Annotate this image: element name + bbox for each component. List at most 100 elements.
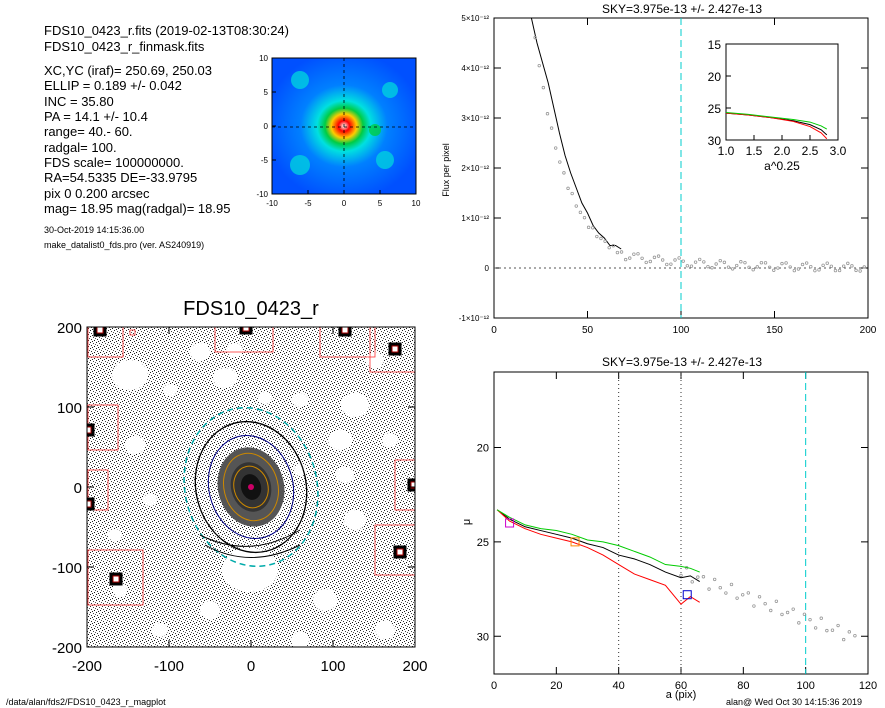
position-angle: PA = 14.1 +/- 10.4	[44, 109, 148, 124]
sb-point	[797, 621, 801, 625]
sb-xtick-label: 60	[675, 680, 687, 692]
flux-point	[772, 268, 776, 272]
flux-point	[611, 244, 616, 248]
masked-region	[143, 494, 157, 506]
sb-point	[752, 604, 756, 608]
sb-point	[757, 595, 762, 599]
masked-region	[163, 384, 177, 396]
flux-point	[858, 269, 862, 273]
timestamp: 30-Oct-2019 14:15:36.00	[44, 225, 145, 235]
sb-marker	[682, 590, 692, 600]
flux-point	[595, 234, 599, 239]
flux-point	[673, 258, 677, 262]
galaxy-center	[248, 484, 254, 490]
thumbnail-blob	[369, 124, 381, 136]
sb-series-line	[496, 509, 700, 582]
thumbnail-ytick-label: 0	[264, 122, 269, 131]
star-mask	[87, 497, 95, 511]
sb-ytick-label: 20	[477, 443, 489, 455]
flux-point	[599, 236, 603, 241]
masked-region	[200, 601, 220, 619]
masked-region	[213, 368, 237, 388]
sb-xtick-label: 20	[550, 680, 562, 692]
masked-region	[341, 393, 369, 417]
flux-point	[652, 255, 657, 260]
flux-ytick-label: 1×10⁻¹²	[461, 214, 489, 223]
sky-ellipse	[183, 407, 319, 567]
footer-path: /data/alan/fds2/FDS10_0423_r_magplot	[6, 697, 166, 707]
inset-xtick-label: 3.0	[830, 144, 847, 158]
sb-point	[696, 575, 700, 579]
flux-point	[702, 260, 706, 264]
sb-ytick-label: 25	[477, 537, 489, 549]
masked-regions	[108, 343, 398, 647]
mask-box	[319, 327, 376, 358]
sb-point	[724, 591, 728, 595]
flux-point	[693, 260, 698, 264]
star-mask-inner	[87, 426, 92, 434]
flux-point	[615, 250, 620, 255]
masked-region	[113, 583, 127, 597]
masked-region	[291, 632, 309, 647]
masked-region	[108, 529, 122, 541]
star-mask	[87, 423, 95, 437]
flux-point	[603, 239, 607, 244]
image-xtick-label: -100	[154, 658, 184, 675]
inset-xtick-label: 1.5	[746, 144, 763, 158]
flux-point	[829, 264, 834, 268]
sb-point	[690, 580, 694, 584]
thumbnail-ytick-label: 10	[259, 54, 268, 63]
flux-point	[759, 260, 764, 265]
masked-region	[292, 393, 308, 407]
flux-point	[636, 252, 640, 256]
star-mask-inner	[410, 481, 415, 489]
flux-point	[685, 264, 690, 268]
masked-region	[336, 467, 354, 483]
fit-ellipse	[194, 420, 308, 554]
star-mask-inner	[242, 327, 250, 332]
flux-point	[558, 160, 562, 164]
sb-marker	[570, 537, 580, 547]
star-mask	[407, 478, 415, 492]
masked-region	[344, 510, 366, 530]
flux-point	[706, 264, 710, 269]
flux-xtick-label: 50	[582, 325, 594, 336]
flux-xtick-label: 0	[491, 325, 497, 336]
flux-point	[541, 85, 546, 90]
flux-point	[755, 265, 759, 269]
flux-ytick-label: -1×10⁻¹²	[459, 314, 490, 323]
isophote-ellipse	[233, 465, 269, 509]
image-ytick-label: 100	[57, 400, 82, 417]
thumbnail-blob	[290, 155, 310, 175]
flux-point	[767, 265, 772, 269]
flux-title: SKY=3.975e-13 +/- 2.427e-13	[602, 2, 762, 16]
pixel-scale: pix 0 0.200 arcsec	[44, 186, 150, 201]
sb-point	[785, 610, 790, 615]
flux-point	[780, 261, 784, 266]
thumbnail-xtick-label: 0	[342, 199, 347, 208]
flux-point	[776, 266, 780, 270]
inset-xtick-label: 1.0	[718, 144, 735, 158]
star-mask-inner	[112, 575, 120, 583]
sb-point	[853, 633, 857, 638]
image-xtick-label: 0	[247, 658, 255, 675]
flux-ylabel: Flux per pixel	[441, 143, 451, 197]
star-mask-inner	[391, 345, 399, 353]
flux-point	[726, 265, 731, 269]
mask-box	[374, 524, 415, 576]
inset-ytick-label: 15	[708, 38, 722, 52]
flux-point	[586, 225, 591, 230]
flux-point	[862, 265, 866, 269]
masked-region	[112, 360, 148, 390]
flux-xtick-label: 100	[673, 325, 690, 336]
flux-point	[582, 215, 587, 220]
star-mask	[393, 545, 407, 559]
sb-point	[836, 623, 840, 628]
flux-point	[644, 260, 648, 265]
sb-point	[808, 617, 812, 622]
isophote-ellipse	[223, 452, 279, 522]
flux-xtick-label: 200	[860, 325, 877, 336]
flux-point	[656, 254, 661, 258]
flux-ytick-label: 2×10⁻¹²	[461, 164, 489, 173]
